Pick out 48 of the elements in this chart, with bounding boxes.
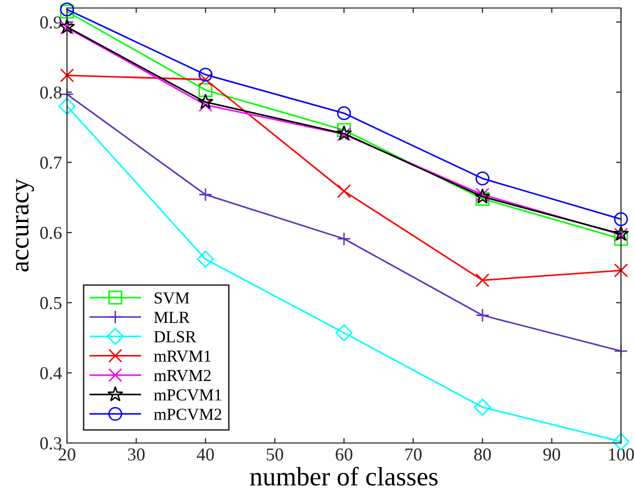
x-tick-label: 60 [336,448,352,461]
y-tick-label: 0.4 [40,367,62,380]
x-tick-label: 70 [405,448,422,461]
point [614,232,628,246]
point [474,398,492,416]
x-tick-label: 90 [543,448,560,461]
y-tick-label: 0.5 [40,296,62,310]
y-tick-label: 0.6 [40,226,62,240]
legend-label: mPCVM1 [154,389,222,401]
y-tick-label: 0.9 [40,16,62,29]
y-axis-title: accuracy [16,178,34,272]
x-tick-label: 20 [58,448,76,461]
point [337,106,351,120]
point [198,188,212,202]
legend-label: DLSR [154,331,196,342]
y-tick-label: 0.7 [40,156,62,169]
x-tick-label: 80 [474,448,491,461]
point [198,68,212,82]
x-tick-label: 40 [196,448,214,461]
point [196,250,214,268]
point [614,212,628,226]
legend-label: MLR [154,312,190,323]
point [476,308,490,322]
point [60,2,74,16]
point [58,98,76,115]
point [337,184,351,198]
x-tick-label: 50 [266,448,284,461]
x-axis-title: number of classes [250,466,438,486]
y-tick-label: 0.8 [40,86,62,99]
legend-label: mRVM2 [154,370,211,382]
point [198,94,214,109]
legend-label: mPCVM2 [154,408,222,420]
point [60,68,74,82]
x-tick-label: 100 [609,448,634,461]
legend-label: SVM [154,292,190,304]
point [337,123,351,138]
point [198,72,212,87]
point [335,324,353,342]
point [614,263,628,278]
point [476,172,490,186]
point [60,4,74,18]
x-tick-label: 30 [128,448,145,461]
legend-label: mRVM1 [154,350,211,362]
y-tick-label: 0.3 [40,437,62,450]
point [476,273,490,288]
point [476,192,490,206]
point [337,232,351,246]
point [198,83,212,98]
